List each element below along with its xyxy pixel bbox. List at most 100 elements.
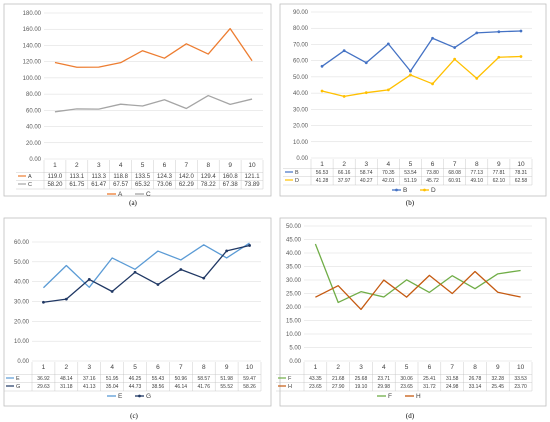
- data-label: 41.28: [316, 178, 329, 184]
- legend-marker: [423, 188, 426, 192]
- series-line-G: [43, 244, 250, 303]
- legend-label: A: [118, 191, 123, 198]
- y-tick-label: 10.00: [293, 140, 309, 146]
- x-tick-label: 5: [133, 364, 137, 371]
- data-label: 35.04: [106, 384, 119, 390]
- legend-label: C: [146, 191, 151, 198]
- x-tick-label: 2: [75, 162, 79, 169]
- data-label: 46.14: [175, 384, 188, 390]
- y-tick-label: 60.00: [26, 108, 42, 114]
- chart-panel-c: 0.00 10.00 20.00 30.00 40.00 50.00 60.00 1 2 3 4 5 6…: [3, 217, 272, 420]
- data-label: 113.3: [91, 174, 106, 180]
- data-label: 68.08: [448, 170, 461, 176]
- data-point: [453, 57, 457, 61]
- table-row-label: G: [16, 384, 20, 390]
- data-label: 67.57: [113, 182, 129, 188]
- legend-label: G: [146, 393, 151, 400]
- x-tick-label: 8: [206, 162, 210, 169]
- data-label: 78.22: [201, 182, 217, 188]
- x-tick-label: 7: [453, 161, 457, 168]
- x-tick-label: 6: [156, 364, 160, 371]
- y-tick-label: 60.00: [14, 240, 30, 246]
- data-label: 31.58: [446, 376, 459, 382]
- data-label: 61.47: [91, 182, 107, 188]
- y-tick-label: 10.00: [286, 332, 302, 338]
- data-label: 119.0: [48, 174, 63, 180]
- series-line-E: [42, 242, 250, 289]
- x-tick-label: 6: [431, 161, 435, 168]
- x-tick-label: 3: [97, 162, 101, 169]
- data-label: 66.16: [338, 170, 351, 176]
- data-label: 58.20: [47, 182, 63, 188]
- data-label: 118.8: [113, 174, 128, 180]
- data-point: [519, 29, 523, 33]
- y-tick-label: 0.00: [296, 156, 308, 162]
- data-label: 49.10: [470, 178, 483, 184]
- y-tick-label: 45.00: [286, 238, 302, 244]
- data-label: 38.56: [152, 384, 165, 390]
- data-label: 124.3: [157, 174, 173, 180]
- data-label: 50.96: [175, 376, 188, 382]
- data-point: [320, 64, 324, 68]
- chart-panel-a: 0.00 20.00 40.00 60.00 80.00 100.00 120.00 140.…: [3, 3, 272, 207]
- data-label: 55.43: [152, 376, 165, 382]
- data-point: [110, 290, 114, 293]
- data-label: 33.53: [514, 376, 527, 382]
- y-tick-label: 15.00: [286, 319, 302, 325]
- data-label: 73.06: [157, 182, 173, 188]
- data-label: 41.13: [83, 384, 96, 390]
- data-label: 62.58: [515, 178, 528, 184]
- y-tick-label: 40.00: [293, 91, 309, 97]
- data-point: [133, 270, 137, 274]
- x-tick-label: 4: [110, 364, 114, 371]
- data-point: [475, 31, 479, 35]
- legend-label: B: [403, 187, 407, 194]
- table-row-label: A: [28, 174, 32, 180]
- data-point: [386, 42, 390, 46]
- data-label: 142.0: [179, 174, 195, 180]
- data-label: 37.97: [338, 178, 351, 184]
- series-line-A: [54, 27, 253, 68]
- data-label: 48.14: [60, 376, 73, 382]
- x-tick-label: 3: [87, 364, 91, 371]
- legend-marker: [395, 188, 398, 192]
- x-tick-label: 4: [119, 162, 123, 169]
- x-tick-label: 1: [320, 161, 324, 168]
- data-point: [42, 300, 45, 304]
- data-label: 30.06: [400, 376, 413, 382]
- data-point: [156, 283, 160, 286]
- data-label: 24.98: [446, 384, 459, 390]
- data-label: 62.29: [179, 182, 195, 188]
- legend-label: H: [416, 393, 421, 400]
- data-point: [248, 244, 251, 247]
- series-line-C: [54, 94, 253, 113]
- data-label: 73.80: [426, 170, 439, 176]
- x-tick-label: 8: [473, 364, 477, 371]
- data-point: [453, 46, 457, 49]
- data-point: [409, 73, 412, 77]
- data-label: 121.1: [245, 174, 261, 180]
- data-point: [64, 297, 68, 301]
- y-tick-label: 30.00: [293, 107, 309, 113]
- y-tick-label: 50.00: [293, 75, 309, 81]
- y-tick-label: 120.00: [23, 60, 42, 66]
- table-row-label: C: [28, 182, 32, 188]
- series-line-B: [321, 30, 521, 72]
- y-tick-label: 50.00: [286, 224, 302, 230]
- data-label: 77.13: [470, 170, 483, 176]
- y-tick-label: 20.00: [293, 124, 309, 130]
- panel-caption: (b): [406, 199, 415, 207]
- x-tick-label: 7: [179, 364, 183, 371]
- x-tick-label: 9: [497, 161, 501, 168]
- data-label: 65.32: [135, 182, 151, 188]
- data-label: 31.18: [60, 384, 73, 390]
- y-tick-label: 60.00: [293, 59, 309, 65]
- x-tick-label: 5: [409, 161, 413, 168]
- data-point: [364, 61, 368, 65]
- x-tick-label: 10: [246, 364, 254, 371]
- data-label: 133.5: [135, 174, 151, 180]
- data-label: 32.28: [492, 376, 505, 382]
- data-point: [342, 95, 346, 98]
- x-tick-label: 10: [517, 364, 525, 371]
